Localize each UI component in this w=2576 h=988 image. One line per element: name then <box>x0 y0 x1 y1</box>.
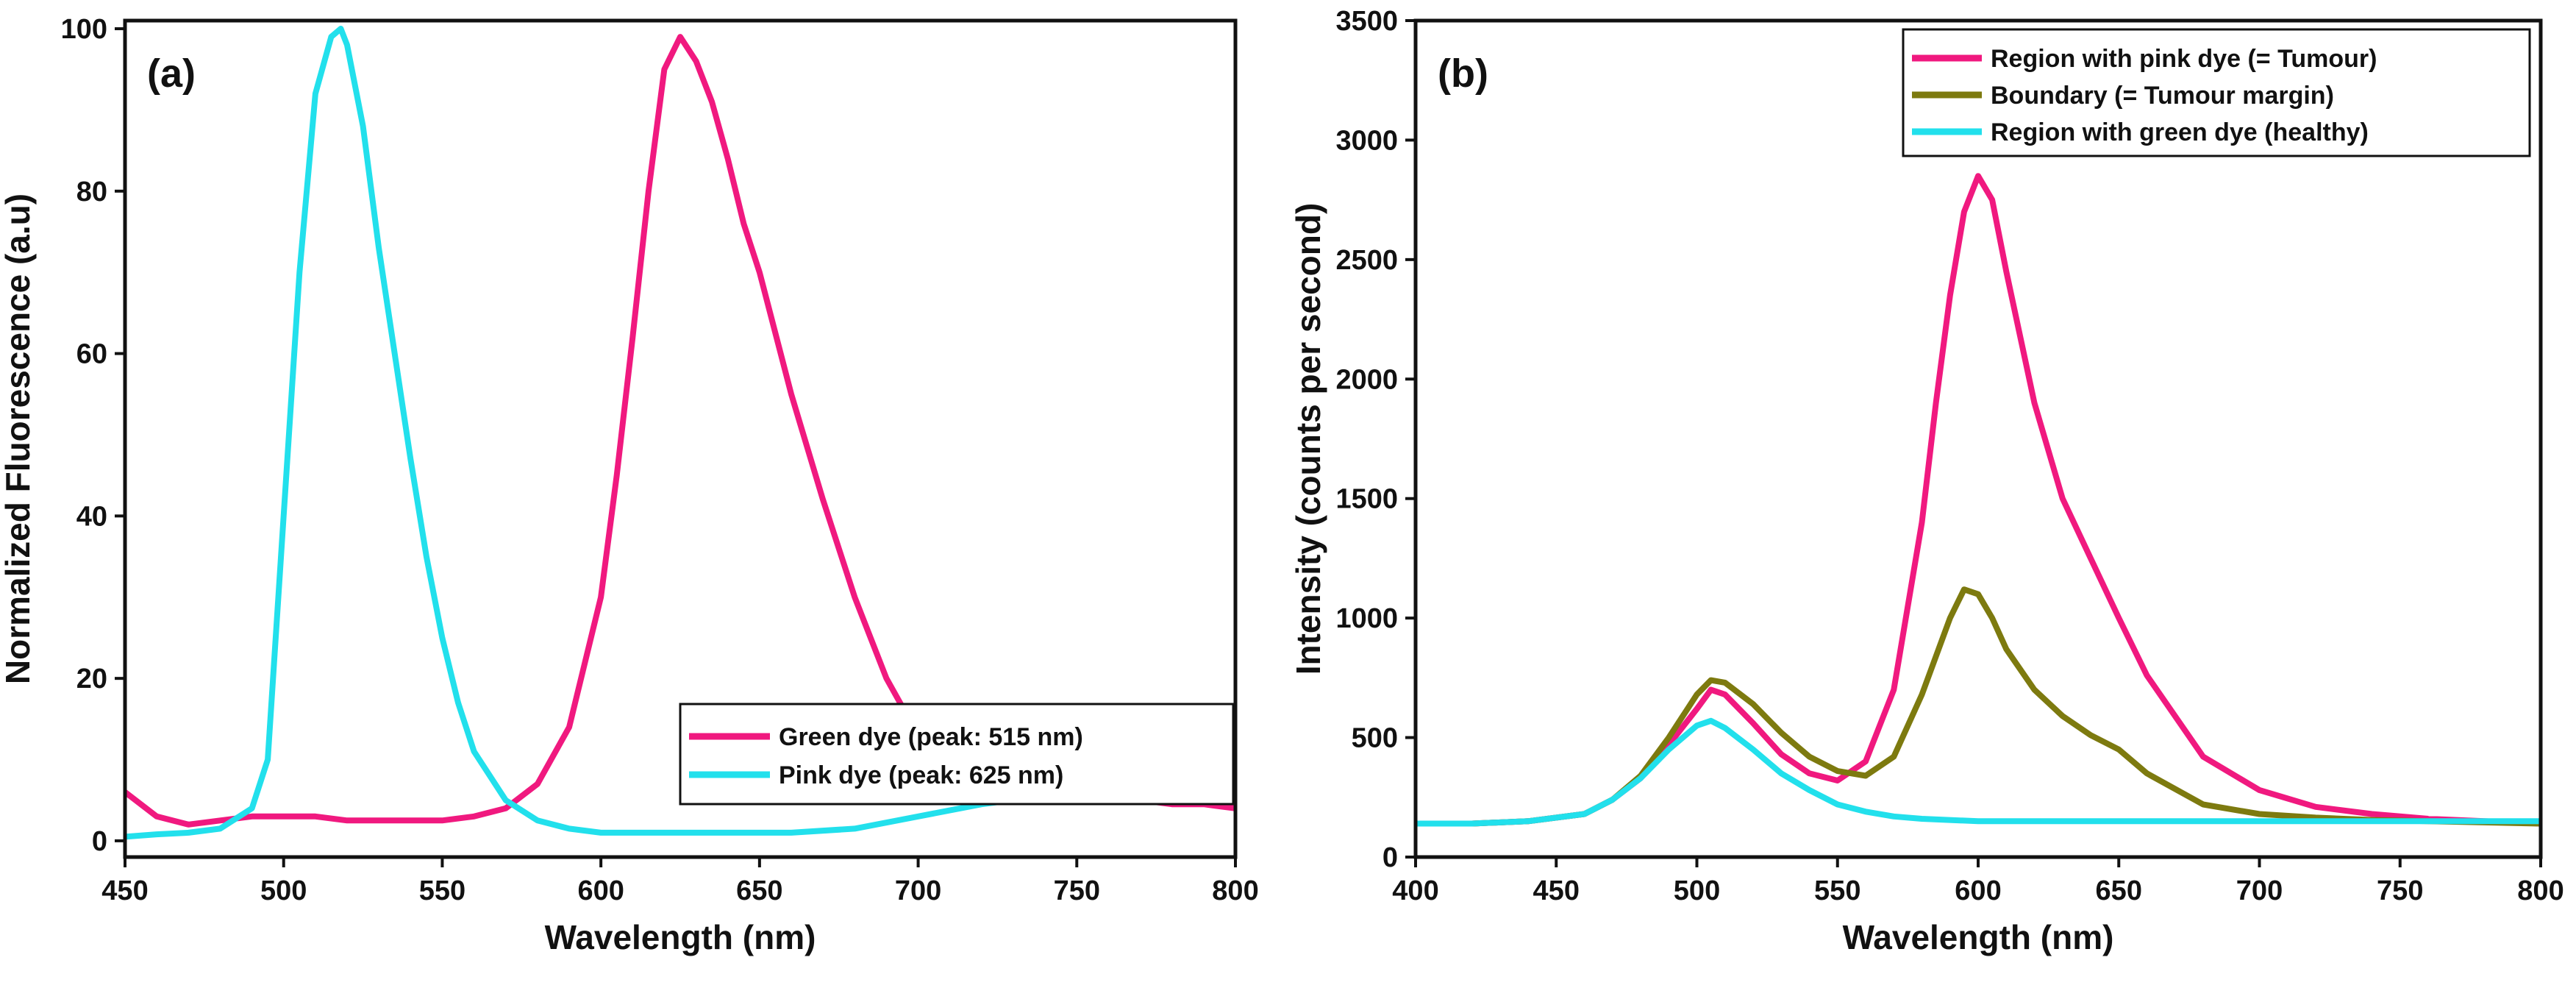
legend-label: Region with green dye (healthy) <box>1991 118 2369 146</box>
x-tick-label: 750 <box>1054 875 1100 906</box>
panel-b-legend-entry: Region with green dye (healthy) <box>1912 118 2369 146</box>
panel-a-frame <box>123 18 1238 859</box>
x-tick-label: 700 <box>2236 875 2283 906</box>
panel-b-x-axis-label: Wavelength (nm) <box>1843 918 2114 956</box>
chart-panel-b: 400 450 500 550 600 650 700 750 800 0 500 1000 1500 2… <box>1289 6 2564 956</box>
y-tick-label: 500 <box>1352 723 1398 754</box>
panel-b-legend-entry: Region with pink dye (= Tumour) <box>1912 45 2377 73</box>
series-line-1 <box>1416 173 2541 827</box>
x-tick-label: 600 <box>577 875 624 906</box>
x-tick-label: 500 <box>1674 875 1720 906</box>
y-tick-label: 60 <box>76 339 107 370</box>
panel-b-legend-entry: Boundary (= Tumour margin) <box>1912 82 2334 110</box>
panel-b-legend-box <box>1902 28 2531 157</box>
y-tick-label: 1500 <box>1335 484 1398 515</box>
x-tick-label: 400 <box>1392 875 1438 906</box>
y-tick-label: 0 <box>1382 842 1398 873</box>
y-tick-label: 100 <box>61 14 107 45</box>
y-tick-label: 40 <box>76 501 107 532</box>
x-tick-label: 700 <box>895 875 941 906</box>
y-tick-label: 1000 <box>1335 603 1398 634</box>
panel-a-legend-entry: Green dye (peak: 515 nm) <box>689 723 1083 751</box>
panel-b-legend: Region with pink dye (= Tumour) Boundary… <box>1902 28 2531 157</box>
y-tick-label: 3500 <box>1335 6 1398 37</box>
panel-b-ticks: 400 450 500 550 600 650 700 750 800 0 500 1000 1500 2… <box>1335 6 2563 906</box>
x-tick-label: 550 <box>419 875 465 906</box>
y-tick-label: 20 <box>76 664 107 694</box>
series-line-3 <box>1416 717 2541 827</box>
x-tick-label: 800 <box>1212 875 1258 906</box>
panel-a-y-axis-label: Normalized Fluorescence (a.u) <box>0 193 37 684</box>
panel-a-legend: Green dye (peak: 515 nm) Pink dye (peak:… <box>679 703 1235 806</box>
y-tick-label: 3000 <box>1335 125 1398 156</box>
panel-b-y-axis-label: Intensity (counts per second) <box>1289 203 1327 675</box>
series-line-2 <box>1416 586 2541 827</box>
panel-a-label: (a) <box>147 51 196 96</box>
x-tick-label: 750 <box>2377 875 2423 906</box>
panel-a-legend-box <box>679 703 1235 806</box>
x-tick-label: 550 <box>1814 875 1860 906</box>
panel-b-frame <box>1413 18 2543 859</box>
x-tick-label: 600 <box>1955 875 2001 906</box>
panel-a-ticks: 450 500 550 600 650 700 750 800 0 20 40 60 80 100 <box>61 14 1259 906</box>
x-tick-label: 450 <box>101 875 148 906</box>
legend-label: Boundary (= Tumour margin) <box>1991 82 2334 110</box>
chart-panel-a: 450 500 550 600 650 700 750 800 0 20 40 60 80 100 (a)… <box>0 14 1259 956</box>
x-tick-label: 650 <box>2096 875 2142 906</box>
legend-label: Green dye (peak: 515 nm) <box>779 723 1083 751</box>
panel-b-label: (b) <box>1438 51 1488 96</box>
panel-b-series <box>1416 173 2541 827</box>
legend-label: Pink dye (peak: 625 nm) <box>779 761 1063 789</box>
x-tick-label: 800 <box>2517 875 2563 906</box>
panel-a-x-axis-label: Wavelength (nm) <box>545 918 816 956</box>
legend-label: Region with pink dye (= Tumour) <box>1991 45 2377 73</box>
y-tick-label: 0 <box>92 826 107 857</box>
x-tick-label: 450 <box>1533 875 1580 906</box>
x-tick-label: 500 <box>260 875 307 906</box>
panel-a-legend-entry: Pink dye (peak: 625 nm) <box>689 761 1063 789</box>
y-tick-label: 2500 <box>1335 245 1398 276</box>
y-tick-label: 80 <box>76 177 107 207</box>
y-tick-label: 2000 <box>1335 364 1398 395</box>
x-tick-label: 650 <box>736 875 782 906</box>
